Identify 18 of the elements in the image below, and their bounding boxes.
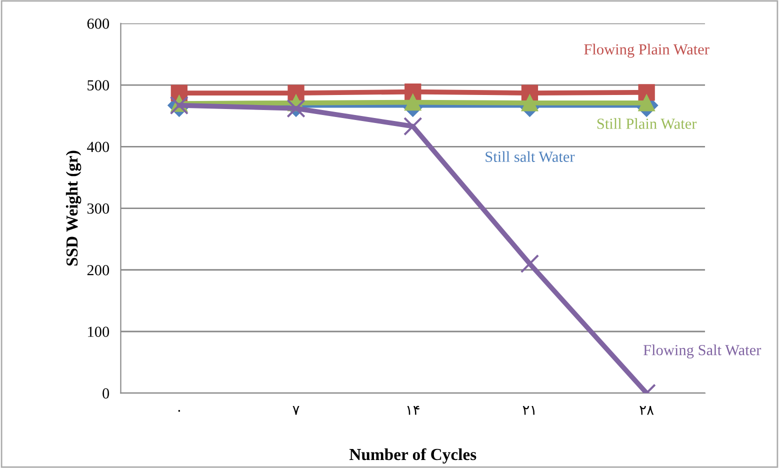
y-tick-label: 100 [88,326,110,337]
x-tick-label: ۱۴ [407,406,420,415]
y-tick-label: 200 [87,265,110,276]
series-label: Still Plain Water [597,118,697,130]
x-tick-label: ۲۱ [522,406,534,415]
x-tick-label: ۷ [292,406,300,415]
y-tick-label: 300 [87,203,110,214]
y-axis-title: SSD Weight (gr) [66,150,82,266]
y-tick-label: 600 [87,18,110,29]
x-tick-label: ۰ [178,410,180,412]
y-tick-label: 500 [88,80,110,90]
text: Flowing Plain Water [584,44,710,58]
x-axis-title: Number of Cycles [349,448,476,464]
series-label: Flowing Salt Water [643,344,762,358]
y-tick-label: 0 [102,388,110,399]
text: Still salt Water [486,151,575,162]
y-tick-label: 400 [87,142,110,152]
x-tick-label: ۲۸ [640,406,654,415]
